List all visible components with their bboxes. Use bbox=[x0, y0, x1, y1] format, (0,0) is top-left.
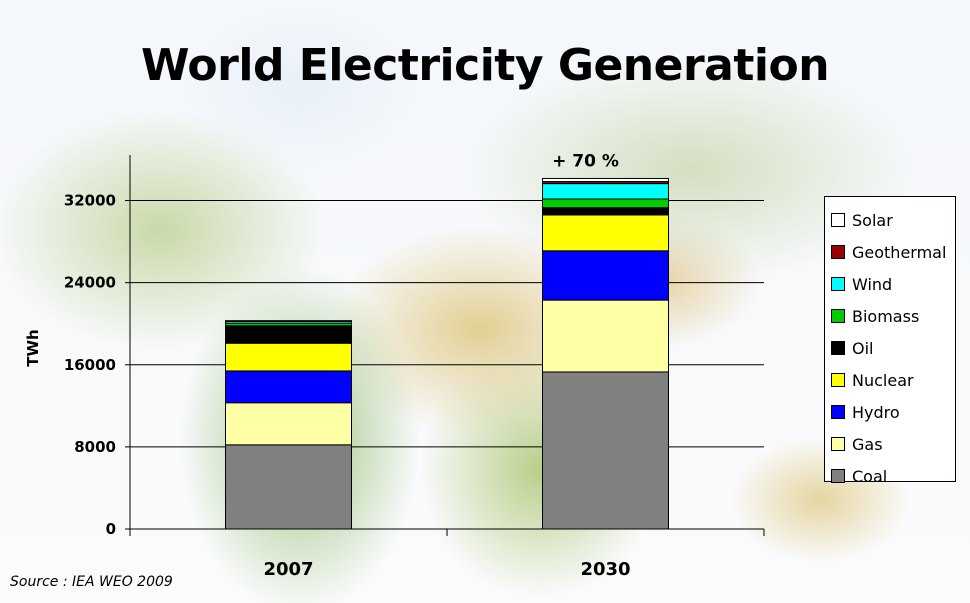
bar-2007-nuclear bbox=[225, 342, 352, 372]
legend-swatch-wind bbox=[831, 277, 845, 291]
bar-2007-solar bbox=[225, 320, 352, 322]
legend-item-coal: Coal bbox=[831, 460, 955, 492]
legend-label-geothermal: Geothermal bbox=[852, 242, 947, 262]
legend-swatch-solar bbox=[831, 213, 845, 227]
legend-item-hydro: Hydro bbox=[831, 396, 955, 428]
bar-2030-gas bbox=[542, 299, 669, 373]
bar-2030-solar bbox=[542, 177, 669, 183]
legend-item-gas: Gas bbox=[831, 428, 955, 460]
legend-label-oil: Oil bbox=[852, 338, 874, 358]
bar-2030-biomass bbox=[542, 198, 669, 209]
bar-2030-coal bbox=[542, 371, 669, 530]
legend-label-hydro: Hydro bbox=[852, 402, 900, 422]
legend-swatch-geothermal bbox=[831, 245, 845, 259]
legend-label-solar: Solar bbox=[852, 210, 893, 230]
x-tick-label-2030: 2030 bbox=[580, 559, 630, 580]
legend-swatch-nuclear bbox=[831, 373, 845, 387]
bar-2030-oil bbox=[542, 207, 669, 216]
bar-2007-coal bbox=[225, 444, 352, 530]
legend-label-gas: Gas bbox=[852, 434, 883, 454]
y-tick-label-0: 0 bbox=[106, 520, 116, 538]
legend-swatch-biomass bbox=[831, 309, 845, 323]
y-tick-label-8000: 8000 bbox=[74, 438, 116, 456]
legend-label-biomass: Biomass bbox=[852, 306, 920, 326]
legend-item-solar: Solar bbox=[831, 204, 955, 236]
legend-item-wind: Wind bbox=[831, 268, 955, 300]
legend-label-coal: Coal bbox=[852, 466, 888, 486]
bar-2030-wind bbox=[542, 183, 669, 200]
x-tick-label-2007: 2007 bbox=[263, 559, 313, 580]
chart-title: World Electricity Generation bbox=[140, 40, 830, 91]
y-tick-label-32000: 32000 bbox=[64, 192, 116, 210]
legend-item-geothermal: Geothermal bbox=[831, 236, 955, 268]
bar-2030-hydro bbox=[542, 250, 669, 301]
bar-2030-nuclear bbox=[542, 214, 669, 252]
bar-2007-hydro bbox=[225, 370, 352, 404]
legend-swatch-oil bbox=[831, 341, 845, 355]
legend-swatch-coal bbox=[831, 469, 845, 483]
y-tick-label-24000: 24000 bbox=[64, 274, 116, 292]
bar-2007-oil bbox=[225, 325, 352, 344]
legend-label-nuclear: Nuclear bbox=[852, 370, 914, 390]
source-note: Source : IEA WEO 2009 bbox=[10, 574, 173, 590]
growth-annotation: + 70 % bbox=[552, 151, 619, 171]
bar-2007-gas bbox=[225, 402, 352, 446]
bars bbox=[225, 177, 669, 530]
legend-item-oil: Oil bbox=[831, 332, 955, 364]
legend-item-nuclear: Nuclear bbox=[831, 364, 955, 396]
legend-label-wind: Wind bbox=[852, 274, 893, 294]
axes: 0 8000 16000 24000 32000 2007 2030 + 70 % bbox=[64, 151, 765, 580]
legend-swatch-gas bbox=[831, 437, 845, 451]
y-tick-label-16000: 16000 bbox=[64, 356, 116, 374]
y-axis-label: TWh bbox=[24, 329, 42, 366]
legend: Solar Geothermal Wind Biomass Oil Nuclea… bbox=[824, 196, 956, 486]
legend-swatch-hydro bbox=[831, 405, 845, 419]
legend-item-biomass: Biomass bbox=[831, 300, 955, 332]
